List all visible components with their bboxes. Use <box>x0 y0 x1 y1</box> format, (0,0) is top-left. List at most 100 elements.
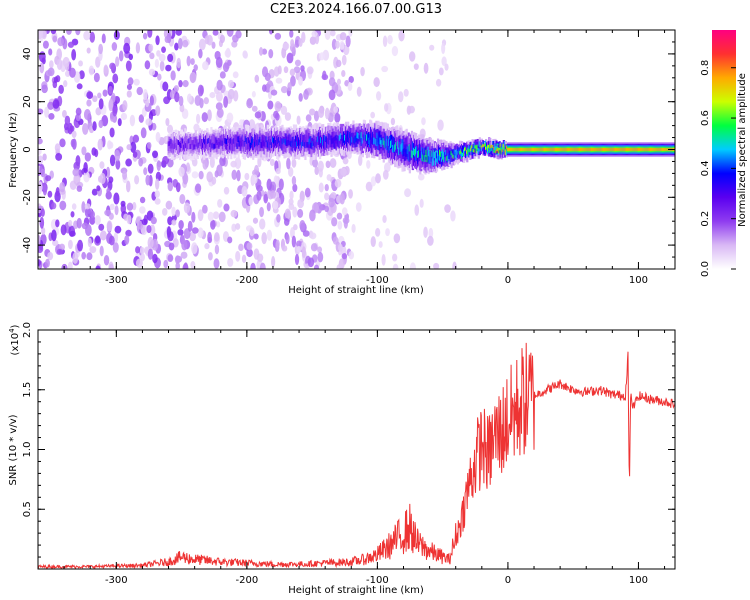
heatmap-cell <box>165 200 173 210</box>
heatmap-cell <box>126 83 132 91</box>
heatmap-cell <box>282 42 290 50</box>
heatmap-cell <box>53 76 59 83</box>
heatmap-cell <box>109 154 116 167</box>
heatmap-cell <box>259 206 264 218</box>
heatmap-cell <box>280 85 288 94</box>
heatmap-cell <box>296 240 302 248</box>
heatmap-cell <box>309 209 316 222</box>
heatmap-cell <box>309 232 317 240</box>
colorbar-label: Normalized spectral amplitude <box>737 73 748 227</box>
heatmap-cell <box>269 190 277 199</box>
heatmap-cell <box>375 173 381 184</box>
heatmap-cell <box>335 40 340 49</box>
x-tick-label: -300 <box>105 575 128 586</box>
snr-multiplier-base: (x10 <box>10 333 21 356</box>
heatmap-cell <box>253 233 259 240</box>
heatmap-cell <box>417 173 425 181</box>
heatmap-cell <box>189 231 197 242</box>
heatmap-cell <box>38 244 44 254</box>
heatmap-cell <box>42 153 47 161</box>
heatmap-cell <box>392 263 399 269</box>
heatmap-cell <box>342 157 349 165</box>
heatmap-cell <box>335 59 342 68</box>
heatmap-cell <box>428 227 434 239</box>
heatmap-cell <box>98 119 104 129</box>
heatmap-cell <box>281 245 288 252</box>
heatmap-cell <box>298 38 303 47</box>
heatmap-cell <box>56 58 63 71</box>
heatmap-cell <box>209 92 216 99</box>
heatmap-cell <box>276 214 281 223</box>
heatmap-cell <box>125 60 132 72</box>
heatmap-cell <box>62 56 70 68</box>
heatmap-cell <box>64 115 71 126</box>
heatmap-cell <box>303 89 309 100</box>
heatmap-cell <box>112 73 119 84</box>
heatmap-cell <box>302 230 310 237</box>
heatmap-cell <box>325 160 331 169</box>
heatmap-cell <box>176 57 181 69</box>
heatmap-cell <box>92 95 98 103</box>
heatmap-cell <box>56 248 63 255</box>
heatmap-cell <box>297 208 304 218</box>
heatmap-cell <box>146 224 152 234</box>
heatmap-cell <box>294 39 300 48</box>
heatmap-cell <box>139 206 146 214</box>
heatmap-cell <box>86 252 93 261</box>
heatmap-cell <box>256 190 262 201</box>
heatmap-cell <box>239 119 244 126</box>
heatmap-cell <box>123 42 131 54</box>
colorbar-tick-label: 0.8 <box>700 60 711 76</box>
heatmap-cell <box>331 38 337 50</box>
heatmap-cell <box>241 185 248 197</box>
heatmap-cell <box>317 246 323 253</box>
heatmap-cell <box>384 103 389 112</box>
heatmap-cell <box>197 209 204 222</box>
heatmap-cell <box>76 185 83 192</box>
heatmap-cell <box>328 89 336 101</box>
heatmap-cell <box>124 235 130 245</box>
heatmap-cell <box>326 174 332 181</box>
heatmap-cell <box>413 63 419 71</box>
y-tick-label: 1.0 <box>22 442 33 458</box>
heatmap-cell <box>328 77 336 87</box>
heatmap-cell <box>125 158 132 167</box>
heatmap-cell <box>258 47 264 56</box>
heatmap-cell <box>337 220 343 230</box>
heatmap-cell <box>267 100 274 110</box>
heatmap-cell <box>82 122 89 135</box>
heatmap-cell <box>296 115 301 125</box>
heatmap-cell <box>284 112 292 121</box>
heatmap-cell <box>55 153 63 161</box>
heatmap-cell <box>147 236 154 249</box>
heatmap-cell <box>421 117 426 126</box>
heatmap-cell <box>328 197 335 208</box>
heatmap-cell <box>292 183 298 193</box>
heatmap-cell <box>191 171 199 179</box>
heatmap-cell <box>92 121 97 131</box>
heatmap-cell <box>370 236 376 248</box>
heatmap-cell <box>76 217 82 229</box>
heatmap-cell <box>391 45 399 57</box>
heatmap-cell <box>285 233 290 245</box>
heatmap-cell <box>336 212 343 220</box>
heatmap-cell <box>294 253 300 266</box>
heatmap-cell <box>38 147 42 156</box>
x-tick-label: -200 <box>236 275 259 286</box>
heatmap-cell <box>103 64 109 75</box>
heatmap-cell <box>130 141 137 153</box>
heatmap-cell <box>301 246 306 259</box>
x-tick-label: -200 <box>236 575 259 586</box>
snr-multiplier: (x104) <box>8 324 21 355</box>
heatmap-cell <box>38 30 44 40</box>
heatmap-cell <box>108 261 114 269</box>
heatmap-cell <box>232 90 239 102</box>
heatmap-cell <box>108 176 114 184</box>
heatmap-cell <box>324 30 331 40</box>
heatmap-cell <box>135 246 141 254</box>
heatmap-cell <box>348 30 353 37</box>
heatmap-cell <box>300 65 305 72</box>
heatmap-cell <box>324 205 330 213</box>
heatmap-cell <box>286 52 294 64</box>
heatmap-cell <box>214 244 220 255</box>
